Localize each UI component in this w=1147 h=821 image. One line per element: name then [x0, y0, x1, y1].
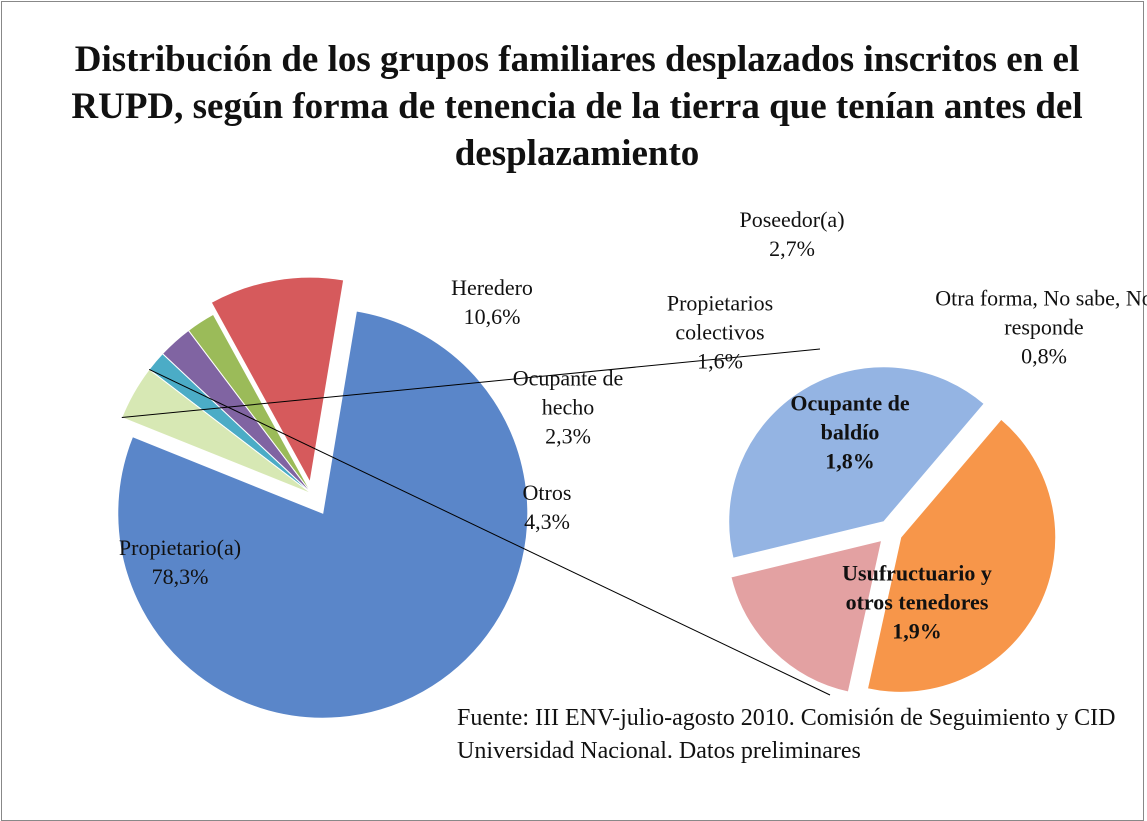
value-label: 2,3%	[545, 423, 591, 449]
value-label: 0,8%	[1021, 343, 1067, 369]
value-label: 2,7%	[769, 236, 815, 261]
category-label: Heredero	[451, 275, 533, 300]
category-label: Propietario(a)	[118, 535, 242, 560]
category-label: Poseedor(a)	[739, 207, 845, 232]
connector-line	[148, 369, 831, 696]
value-label: 10,6%	[463, 304, 521, 329]
category-label: Propietarios colectivos	[666, 290, 774, 345]
data-label: Usufructuario y otros tenedores 1,9%	[817, 559, 1017, 646]
data-label: Heredero 10,6%	[432, 273, 552, 331]
source-note: Fuente: III ENV-julio-agosto 2010. Comis…	[457, 705, 1116, 764]
category-label: Usufructuario y otros tenedores	[842, 560, 992, 615]
plot	[117, 276, 1057, 719]
pie-slice	[730, 539, 883, 693]
value-label: 1,6%	[697, 348, 743, 374]
data-label: Propietario(a) 78,3%	[85, 533, 275, 591]
pie-slice	[117, 310, 529, 719]
pie-slice	[866, 418, 1057, 693]
value-label: 78,3%	[151, 564, 209, 589]
chart-title: Distribución de los grupos familiares de…	[71, 39, 1083, 174]
data-label: Poseedor(a) 2,7%	[712, 205, 872, 263]
data-label: Otra forma, No sabe, No responde 0,8%	[934, 284, 1147, 371]
data-label: Otros 4,3%	[507, 478, 587, 536]
data-label: Propietarios colectivos 1,6%	[635, 289, 805, 376]
category-label: Otra forma, No sabe, No responde	[935, 285, 1147, 340]
pie-slice	[210, 276, 345, 484]
category-label: Ocupante de baldío	[790, 390, 910, 445]
value-label: 1,8%	[825, 448, 875, 474]
connector-line	[121, 348, 821, 419]
data-label: Ocupante de hecho 2,3%	[488, 364, 648, 451]
pie-slice	[728, 366, 985, 559]
category-label: Otros	[522, 480, 572, 505]
value-label: 1,9%	[892, 618, 942, 644]
category-label: Ocupante de hecho	[512, 365, 624, 420]
value-label: 4,3%	[524, 509, 570, 534]
data-label: Ocupante de baldío 1,8%	[785, 389, 915, 476]
